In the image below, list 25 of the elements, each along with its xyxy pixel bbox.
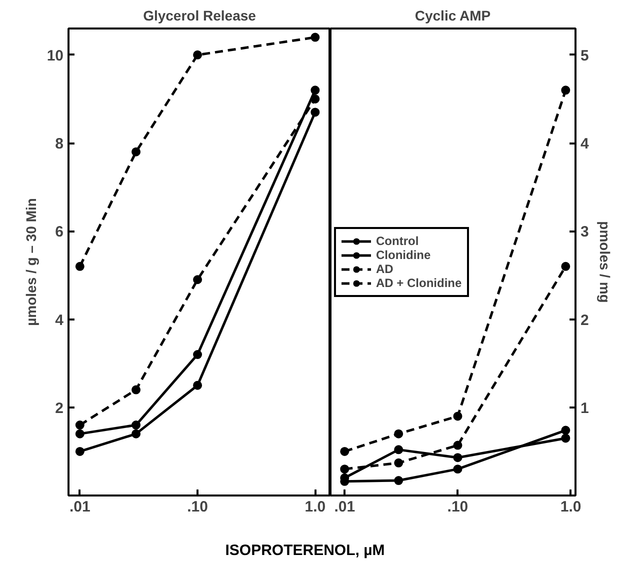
y-tick-label: 10 [46, 47, 64, 64]
x-tick-label: .01 [69, 498, 90, 516]
y2-tick-label: 2 [580, 312, 589, 329]
x-tick-label: .10 [187, 498, 208, 516]
y-tick-label: 4 [55, 312, 64, 329]
legend-label: AD [376, 262, 394, 276]
y-tick-label: 2 [55, 400, 64, 417]
x-tick-label: 1.0 [560, 498, 582, 516]
legend-label: Clonidine [376, 248, 431, 262]
y2-tick-label: 4 [580, 136, 590, 153]
x-tick-label: .01 [334, 498, 356, 516]
y-tick-label: 8 [55, 136, 64, 153]
y2-tick-label: 1 [580, 400, 589, 417]
x-tick-label: 1.0 [304, 498, 326, 516]
x-axis-title: ISOPROTERENOL, µM [225, 541, 385, 561]
chart-title: Glycerol Release [143, 8, 256, 24]
y2-axis-title: pmoles / mg [596, 221, 613, 303]
y-axis-title: µmoles / g – 30 Min [22, 198, 39, 326]
x-tick-label: .10 [447, 498, 468, 516]
y-tick-label: 6 [55, 224, 64, 241]
legend-label: AD + Clonidine [376, 276, 462, 290]
legend-label: Control [376, 234, 419, 248]
y2-tick-label: 3 [580, 224, 589, 241]
chart-title: Cyclic AMP [414, 8, 491, 24]
y2-tick-label: 5 [580, 47, 589, 64]
